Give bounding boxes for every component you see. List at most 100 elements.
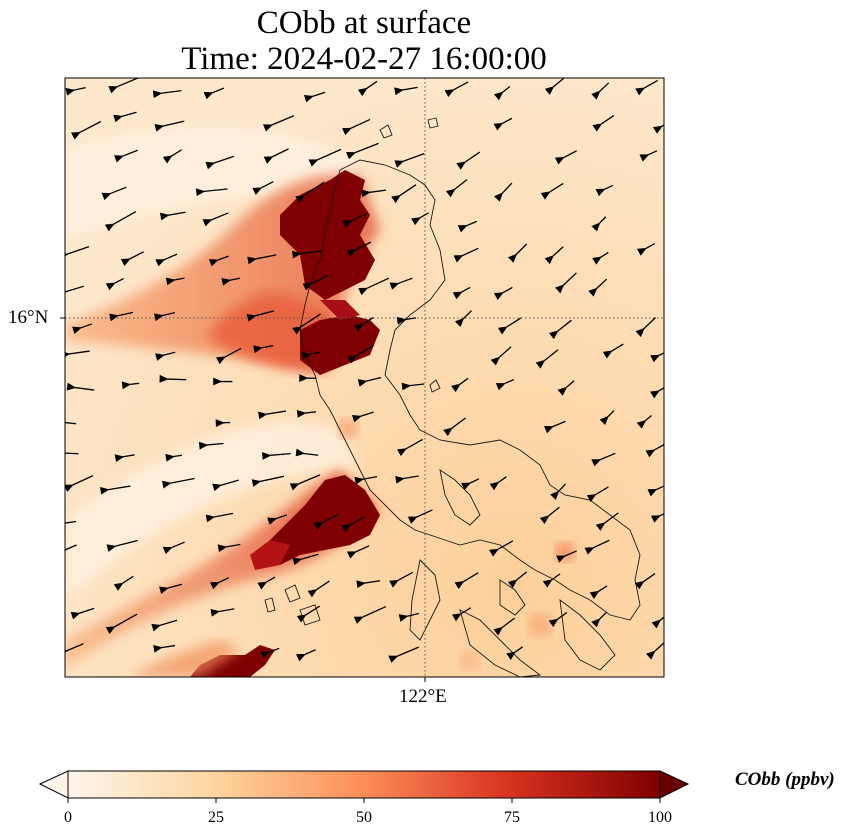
wind-vector	[443, 417, 467, 437]
wind-vector	[591, 216, 607, 232]
wind-vector	[307, 580, 330, 598]
wind-vector	[445, 179, 468, 198]
wind-vector	[65, 418, 77, 426]
wind-vector	[313, 514, 339, 530]
coastline	[264, 117, 641, 677]
wind-vector	[396, 316, 417, 325]
wind-vector	[497, 317, 522, 335]
map-field-layer	[65, 78, 664, 677]
wind-vector	[159, 583, 183, 595]
wind-vector	[99, 485, 131, 495]
map-frame	[64, 77, 665, 678]
wind-vector	[411, 212, 429, 226]
wind-vector	[650, 513, 664, 523]
wind-vector	[72, 323, 93, 335]
wind-vector	[506, 646, 524, 660]
wind-vector	[356, 580, 381, 589]
wind-vector	[599, 410, 615, 426]
wind-vector	[165, 277, 185, 286]
wind-vector	[495, 379, 515, 391]
colorbar-tick-label: 75	[504, 809, 520, 826]
wind-vector	[258, 410, 287, 420]
wind-vector	[109, 311, 134, 322]
wind-vector	[292, 313, 321, 335]
wind-vector	[453, 247, 479, 263]
wind-vector	[444, 81, 469, 98]
wind-vector	[342, 213, 367, 228]
wind-vector	[539, 506, 560, 525]
wind-vector	[589, 585, 608, 599]
wind-vector	[65, 86, 86, 96]
wind-vector	[591, 612, 607, 628]
wind-vector	[162, 477, 195, 489]
wind-vector	[357, 376, 382, 387]
wind-vector	[342, 118, 371, 136]
wind-vector	[354, 317, 374, 332]
wind-vector	[152, 89, 182, 99]
wind-vector	[292, 250, 323, 259]
wind-vector	[556, 550, 577, 563]
colorbar-extend-min	[38, 770, 69, 799]
wind-vector	[195, 188, 228, 197]
wind-vector	[493, 117, 513, 131]
wind-vector	[159, 211, 186, 221]
wind-vector	[353, 605, 387, 624]
wind-vector	[212, 479, 239, 492]
wind-vector	[636, 415, 652, 429]
wind-vector	[489, 540, 514, 557]
wind-vector	[493, 286, 513, 301]
wind-vector	[108, 78, 140, 94]
wind-vector	[584, 539, 610, 555]
colorbar: 0 25 50 75 100	[38, 770, 690, 826]
wind-vector	[121, 381, 140, 390]
wind-vector	[388, 646, 419, 663]
wind-vector	[394, 153, 425, 168]
wind-vector	[550, 483, 567, 500]
wind-vector	[595, 184, 614, 197]
wind-vector	[151, 619, 178, 632]
wind-vector	[407, 509, 433, 524]
wind-vector	[262, 452, 291, 460]
wind-vector	[65, 350, 90, 359]
wind-vector	[489, 476, 507, 491]
wind-vector	[586, 486, 609, 502]
longitude-tick-label: 122°E	[399, 686, 447, 707]
wind-vector	[308, 148, 342, 167]
wind-vector	[645, 443, 664, 458]
wind-vector	[113, 111, 137, 123]
wind-vector	[71, 120, 102, 140]
wind-vector	[120, 251, 144, 267]
wind-vector	[457, 220, 478, 233]
wind-vector	[389, 571, 414, 588]
wind-vector	[253, 345, 274, 354]
wind-vector	[104, 210, 137, 232]
wind-vector	[65, 452, 79, 455]
wind-vector	[113, 575, 134, 591]
wind-vector	[205, 155, 235, 170]
wind-vector	[591, 82, 610, 100]
wind-vector	[217, 543, 241, 553]
wind-vector	[651, 616, 664, 629]
wind-vector	[154, 311, 175, 322]
wind-vector	[394, 86, 418, 96]
wind-vector	[456, 151, 481, 170]
colorbar-extend-max	[659, 770, 690, 799]
wind-vector	[205, 512, 234, 523]
wind-vector	[354, 476, 378, 485]
wind-vector	[653, 124, 664, 134]
wind-vector	[639, 150, 658, 162]
wind-vector	[101, 186, 127, 201]
wind-vector	[592, 251, 609, 265]
wind-vector	[397, 438, 423, 457]
wind-vector	[557, 380, 575, 396]
wind-vector	[267, 514, 288, 525]
wind-vector	[544, 246, 564, 265]
colorbar-tick-label: 50	[356, 809, 372, 826]
wind-vector	[252, 181, 274, 195]
map-title-line-1: CObb at surface	[256, 5, 472, 41]
wind-vector	[391, 184, 417, 204]
wind-vector	[544, 420, 566, 434]
wind-vector	[461, 478, 480, 491]
wind-vector	[292, 553, 319, 566]
